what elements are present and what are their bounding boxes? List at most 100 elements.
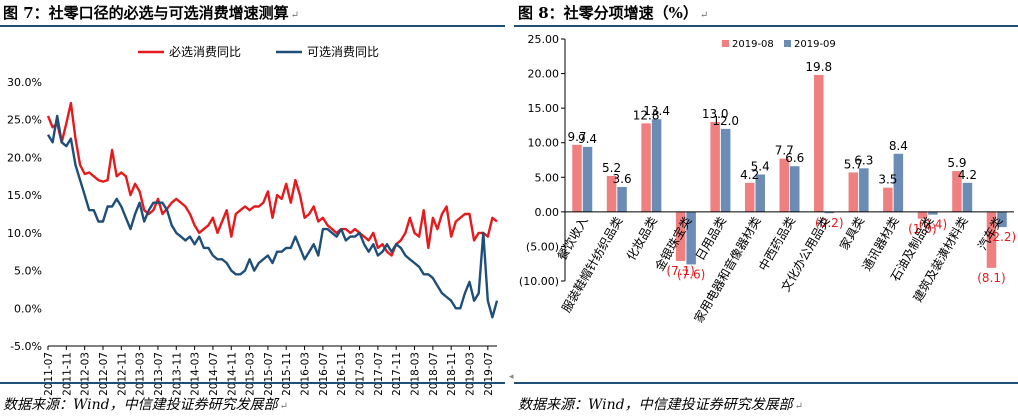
right-bar-2019-08	[814, 74, 824, 212]
right-legend-label-1: 2019-08	[732, 39, 774, 50]
right-source-rule	[514, 382, 1018, 384]
right-source-text: 数据来源：Wind，中信建投证券研究发展部	[518, 397, 793, 413]
right-bar-2019-09	[686, 211, 696, 265]
left-x-tick-label: 2013-03	[135, 352, 147, 396]
right-y-tick-label: 15.00	[528, 102, 560, 115]
right-category-label: 餐饮收入	[554, 214, 591, 263]
right-data-label: (2.2)	[988, 230, 1016, 244]
right-bar-2019-09	[790, 166, 800, 212]
right-category-label: 化妆品类	[624, 214, 660, 263]
right-bar-2019-08	[986, 211, 997, 268]
right-bar-2019-08	[710, 121, 720, 212]
right-data-label: 6.6	[785, 151, 804, 165]
right-data-label: 6.3	[854, 153, 873, 167]
left-x-tick-label: 2011-11	[61, 352, 73, 396]
left-x-tick-label: 2016-07	[318, 352, 330, 396]
right-data-label: 13.0	[702, 107, 729, 121]
left-x-tick-label: 2012-11	[116, 352, 128, 396]
right-data-label: (0.4)	[919, 218, 947, 232]
right-bar-2019-09	[997, 211, 1007, 228]
right-data-label: 5.4	[751, 160, 770, 174]
right-y-tick-label: 10.00	[528, 137, 560, 150]
right-bar-2019-08	[917, 211, 928, 219]
left-x-tick-label: 2017-07	[373, 352, 385, 396]
right-bar-2019-08	[572, 144, 582, 212]
right-legend-swatch-1	[722, 40, 729, 47]
left-legend: 必选消费同比 可选消费同比	[138, 45, 379, 59]
right-source: 数据来源：Wind，中信建投证券研究发展部 ↵	[518, 394, 803, 414]
right-bar-2019-08	[675, 211, 686, 261]
right-bar-2019-09	[928, 211, 938, 215]
right-y-tick-label: 0.00	[535, 206, 560, 219]
right-data-label: 8.4	[889, 139, 908, 153]
right-y-tick-label: 5.00	[535, 171, 560, 184]
right-y-tick-label: 20.00	[528, 68, 560, 81]
left-series-line-2	[46, 114, 499, 319]
right-legend: 2019-08 2019-09	[722, 39, 836, 50]
right-data-label: 12.8	[633, 108, 660, 122]
right-y-tick-label: (10.00)	[519, 275, 559, 288]
left-x-tick-label: 2018-07	[428, 352, 440, 396]
right-bar-2019-09	[617, 186, 627, 212]
left-x-tick-label: 2011-07	[43, 352, 55, 396]
left-x-tick-label: 2016-03	[300, 352, 312, 396]
right-title-rule	[514, 25, 1018, 27]
right-source-return-mark: ↵	[794, 401, 803, 412]
left-figure-title-text: 图 7：社零口径的必选与可选消费增速测算	[3, 4, 289, 22]
right-title-return-mark: ↵	[699, 10, 709, 21]
right-bar-2019-09	[582, 146, 593, 212]
left-y-tick-label: 25.0%	[7, 114, 42, 127]
right-bar-2019-09	[755, 174, 765, 212]
right-legend-label-2: 2019-09	[794, 39, 836, 50]
left-y-tick-label: 20.0%	[7, 151, 42, 164]
right-bar-2019-09	[893, 153, 904, 212]
right-bar-2019-09	[824, 211, 835, 214]
right-data-label: 7.7	[775, 144, 794, 158]
left-series-line-1	[46, 101, 498, 257]
right-bar-2019-08	[606, 175, 617, 212]
right-data-label: 9.4	[578, 132, 597, 146]
right-bar-2019-08	[744, 182, 755, 212]
left-x-tick-label: 2015-03	[245, 352, 257, 396]
right-data-label: 5.9	[947, 156, 966, 170]
left-y-tick-label: 0.0%	[14, 302, 42, 315]
right-data-label: 5.7	[844, 157, 863, 171]
right-category-label: 服装鞋帽针纺织品类	[558, 214, 625, 315]
right-category-label: 日用品类	[693, 214, 729, 263]
right-bar-2019-09	[962, 182, 973, 212]
left-source: 数据来源：Wind，中信建投证券研究发展部 ↵	[3, 394, 288, 414]
left-x-tick-label: 2018-03	[410, 352, 422, 396]
left-line-chart: 必选消费同比 可选消费同比 -5.0% 0.0% 5.0% 10.0% 15.0% 20.0%…	[7, 45, 499, 396]
left-x-tick-label: 2013-11	[171, 352, 183, 396]
left-x-tick-label: 2014-03	[190, 352, 202, 396]
right-data-label: (8.1)	[977, 271, 1005, 285]
left-x-tick-label: 2019-07	[483, 352, 495, 396]
right-data-label: (7.6)	[677, 267, 705, 281]
left-x-tick-label: 2015-11	[281, 352, 293, 396]
right-bar-2019-08	[779, 158, 789, 212]
right-bar-2019-08	[883, 187, 893, 212]
left-x-tick-label: 2014-07	[208, 352, 220, 396]
right-bar-2019-09	[720, 128, 731, 212]
left-x-tick-label: 2012-07	[98, 352, 110, 396]
right-data-label: 4.2	[958, 168, 977, 182]
left-title-rule	[0, 25, 505, 27]
left-x-tick-label: 2013-07	[153, 352, 165, 396]
left-source-return-mark: ↵	[279, 401, 288, 412]
left-y-tick-label: 30.0%	[7, 76, 42, 89]
right-data-label: 19.8	[805, 60, 832, 74]
right-data-label: 3.5	[878, 173, 897, 187]
right-data-label: 13.4	[643, 104, 670, 118]
right-data-label: (0.2)	[815, 216, 843, 230]
left-y-tick-label: 15.0%	[7, 189, 42, 202]
left-y-tick-label: -5.0%	[10, 340, 42, 353]
right-data-label: 9.7	[567, 130, 586, 144]
right-y-tick-label: 25.00	[528, 33, 560, 46]
right-y-tick-label: (5.00)	[526, 240, 559, 253]
left-legend-label-1: 必选消费同比	[169, 45, 241, 59]
left-x-tick-label: 2017-11	[391, 352, 403, 396]
right-data-label: 4.2	[740, 168, 759, 182]
left-x-tick-label: 2017-03	[355, 352, 367, 396]
right-bar-chart: (10.00) (5.00) 0.00 5.00 10.00 15.00 20.00 25.0…	[519, 33, 1016, 325]
right-bar-2019-08	[848, 172, 859, 212]
